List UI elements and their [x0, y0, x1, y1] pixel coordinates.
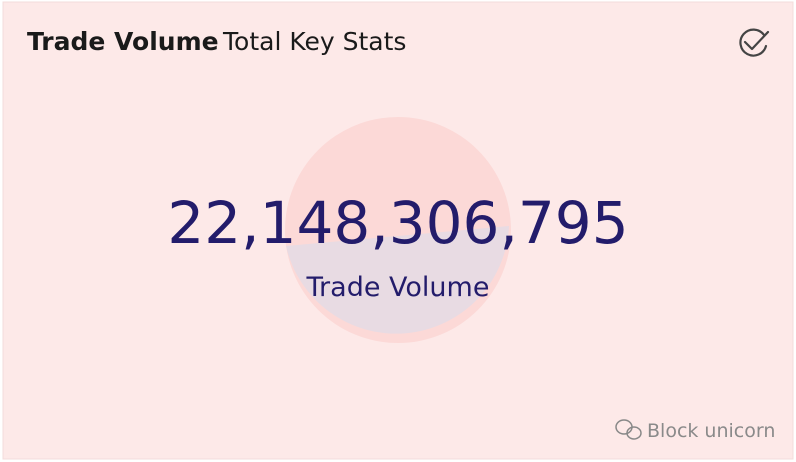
check-icon[interactable]	[739, 28, 770, 57]
watermark-icon	[615, 419, 642, 440]
decorative-pie	[285, 117, 511, 343]
pie-bottom	[286, 226, 509, 334]
card-title: Trade Volume	[27, 27, 219, 56]
watermark: Block unicorn	[647, 420, 775, 442]
kpi-label: Trade Volume	[306, 272, 490, 303]
kpi-value: 22,148,306,795	[167, 189, 628, 257]
card-subtitle: Total Key Stats	[222, 27, 406, 56]
